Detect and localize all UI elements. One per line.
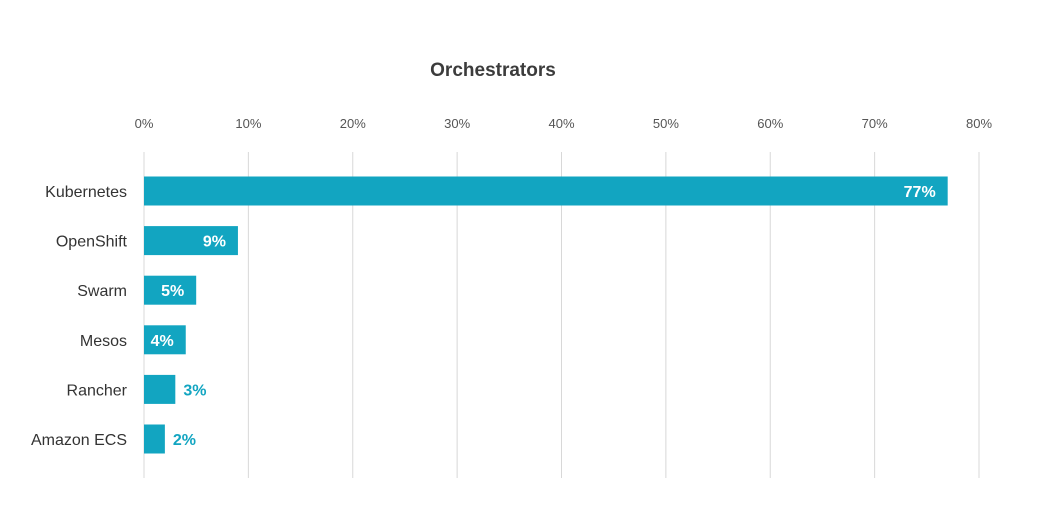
data-label: 5% <box>161 283 184 300</box>
x-tick-label: 70% <box>862 116 888 131</box>
category-label: Amazon ECS <box>31 432 127 449</box>
bars <box>144 176 948 454</box>
x-axis-tick-labels: 0% 10% 20% 30% 40% 50% 60% 70% 80% <box>135 116 993 131</box>
bar <box>144 226 238 256</box>
x-tick-label: 30% <box>444 116 470 131</box>
data-label: 3% <box>183 382 206 399</box>
category-labels: Kubernetes OpenShift Swarm Mesos Rancher Amaz… <box>31 184 128 449</box>
category-label: Mesos <box>80 333 127 350</box>
x-tick-label: 80% <box>966 116 992 131</box>
data-label: 4% <box>151 333 174 350</box>
category-label: OpenShift <box>56 234 128 251</box>
category-label: Swarm <box>77 283 127 300</box>
x-tick-label: 60% <box>757 116 783 131</box>
x-tick-label: 10% <box>235 116 261 131</box>
gridlines <box>143 152 980 478</box>
data-labels: 77% 9% 5% 4% 3% 2% <box>151 184 936 449</box>
x-tick-label: 20% <box>340 116 366 131</box>
category-label: Rancher <box>67 382 128 399</box>
category-label: Kubernetes <box>45 184 127 201</box>
chart-title: Orchestrators <box>430 60 556 81</box>
bar <box>144 176 948 206</box>
x-tick-label: 0% <box>135 116 154 131</box>
bar <box>144 325 186 355</box>
data-label: 9% <box>203 234 226 251</box>
bar <box>144 275 197 305</box>
x-tick-label: 40% <box>548 116 574 131</box>
bar <box>144 374 176 404</box>
bar <box>144 424 165 454</box>
data-label: 77% <box>904 184 936 201</box>
x-tick-label: 50% <box>653 116 679 131</box>
data-label: 2% <box>173 432 196 449</box>
